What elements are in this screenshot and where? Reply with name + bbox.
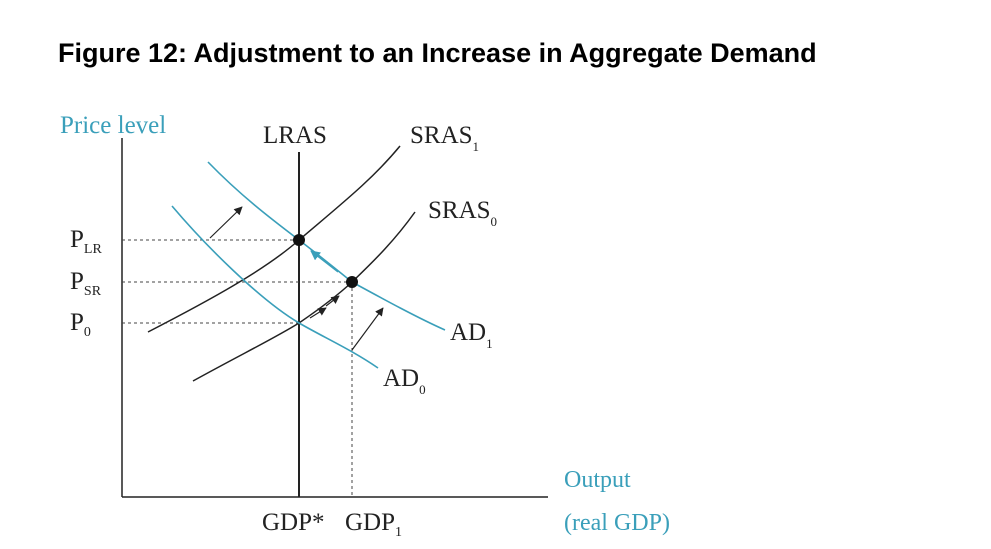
x-axis-label-line2: (real GDP): [564, 510, 670, 536]
lras-label: LRAS: [263, 122, 327, 149]
output-label-gdp1: GDP1: [345, 509, 402, 540]
equilibrium-point-short-run: [346, 276, 358, 288]
ad1-label: AD1: [450, 319, 493, 351]
movement-arrow-ad1: [310, 250, 339, 273]
sras0-label: SRAS0: [428, 197, 497, 229]
shift-arrow-ad-lower: [351, 307, 384, 351]
ad0-label: AD0: [383, 365, 426, 397]
sras1-curve: [147, 145, 401, 333]
price-label-lr: PLR: [70, 226, 102, 257]
price-label-0: P0: [70, 309, 91, 340]
y-axis-label: Price level: [60, 112, 166, 139]
ad0-curve: [171, 205, 379, 369]
sras1-label: SRAS1: [410, 122, 479, 154]
shift-arrow-ad-upper: [209, 206, 243, 239]
x-axis-label-line1: Output: [564, 467, 631, 493]
equilibrium-point-long-run: [293, 234, 305, 246]
ad1-curve: [207, 161, 446, 331]
movement-arrow-2: [325, 295, 340, 307]
sras0-curve: [192, 211, 416, 382]
movement-arrow-1: [309, 307, 327, 319]
figure-title: Figure 12: Adjustment to an Increase in …: [58, 38, 817, 68]
price-label-sr: PSR: [70, 268, 102, 299]
output-label-gdp-star: GDP*: [262, 509, 325, 536]
